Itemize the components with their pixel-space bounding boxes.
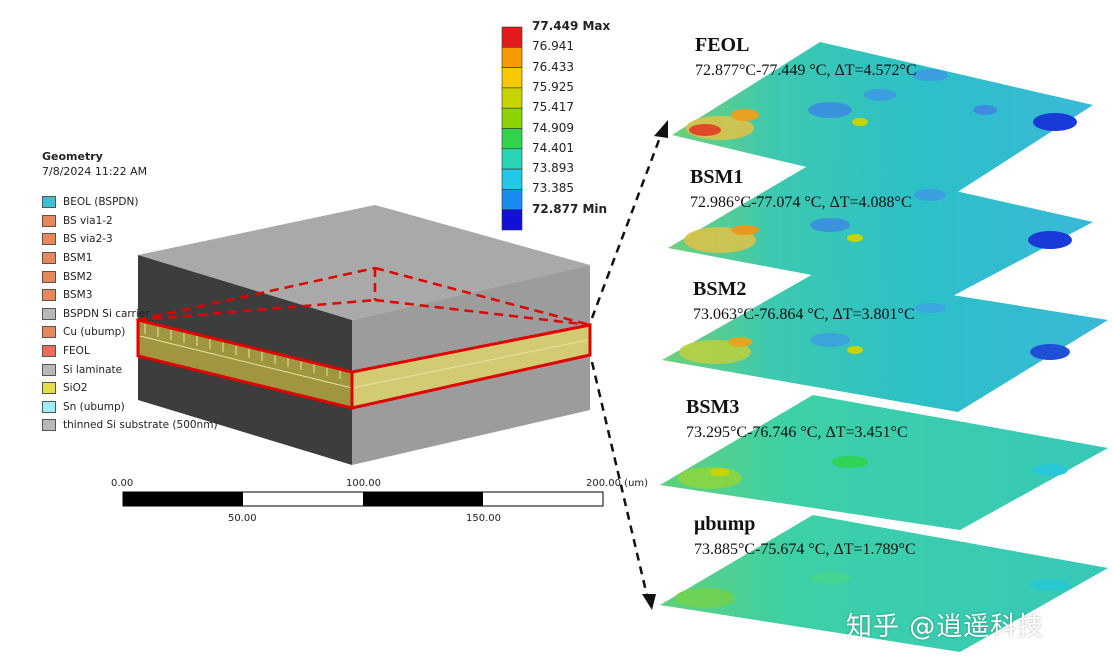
colorbar-segment [501, 128, 523, 150]
scale-label-200: 200.00 (um) [586, 478, 649, 489]
map-feol [672, 42, 1093, 200]
layer-range-bsm3: 73.295°C-76.746 °C, ΔT=3.451°C [686, 424, 908, 441]
legend-label: SiO2 [63, 382, 88, 395]
geometry-title: Geometry [42, 150, 103, 163]
legend-label: BS via2-3 [63, 233, 113, 246]
legend-item: Cu (ubump) [42, 323, 218, 342]
legend-label: Cu (ubump) [63, 326, 126, 339]
scale-label-50: 50.00 [228, 513, 257, 524]
colorbar-tick-label: 75.925 [532, 79, 574, 94]
materials-legend: BEOL (BSPDN) BS via1-2 BS via2-3 BSM1 BSM2 BS… [42, 193, 218, 435]
legend-item: SiO2 [42, 379, 218, 398]
legend-label: thinned Si substrate (500nm) [63, 419, 218, 432]
colorbar-tick-label: 75.417 [532, 100, 574, 115]
colorbar-tick-label: 73.385 [532, 181, 574, 196]
legend-label: BSPDN Si carrier [63, 307, 150, 320]
callout-arrows [590, 131, 664, 601]
geometry-date: 7/8/2024 11:22 AM [42, 165, 148, 178]
legend-swatch [42, 363, 56, 376]
colorbar-segment [501, 46, 523, 68]
legend-swatch [42, 382, 56, 395]
legend-swatch [42, 326, 56, 339]
map-bsm2 [662, 273, 1108, 412]
legend-item: BS via1-2 [42, 212, 218, 231]
colorbar-segment [501, 67, 523, 89]
legend-item: BSM1 [42, 249, 218, 268]
map-bsm3 [660, 395, 1108, 530]
colorbar-tick-label: 73.893 [532, 161, 574, 176]
legend-label: BEOL (BSPDN) [63, 196, 139, 209]
legend-item: BSM3 [42, 286, 218, 305]
layer-maps [660, 42, 1108, 652]
watermark: 知乎 @逍遥科技 [846, 612, 1045, 642]
legend-item: BSPDN Si carrier [42, 305, 218, 324]
colorbar-max-label: 77.449 Max [532, 19, 611, 33]
legend-item: BEOL (BSPDN) [42, 193, 218, 212]
map-ubump [660, 515, 1108, 652]
layer-name-bsm2: BSM2 [693, 278, 747, 300]
colorbar-tick-label: 76.941 [532, 39, 574, 54]
legend-item: Si laminate [42, 360, 218, 379]
legend-swatch [42, 196, 56, 209]
legend-item: FEOL [42, 342, 218, 361]
legend-swatch [42, 307, 56, 320]
layer-range-feol: 72.877°C-77.449 °C, ΔT=4.572°C [695, 62, 917, 79]
colorbar-tick-label: 76.433 [532, 59, 574, 74]
layer-range-bsm2: 73.063°C-76.864 °C, ΔT=3.801°C [693, 306, 915, 323]
legend-item: BSM2 [42, 267, 218, 286]
legend-item: thinned Si substrate (500nm) [42, 416, 218, 435]
legend-swatch [42, 400, 56, 413]
layer-name-bsm1: BSM1 [690, 166, 744, 188]
colorbar-segment [501, 87, 523, 109]
colorbar-segment [501, 209, 523, 231]
legend-label: BSM3 [63, 289, 93, 302]
legend-swatch [42, 270, 56, 283]
colorbar-tick-label: 74.401 [532, 140, 574, 155]
layer-name-bsm3: BSM3 [686, 396, 740, 418]
legend-swatch [42, 233, 56, 246]
colorbar [501, 26, 523, 231]
legend-label: FEOL [63, 345, 90, 358]
legend-swatch [42, 214, 56, 227]
legend-label: Sn (ubump) [63, 400, 125, 413]
colorbar-segment [501, 26, 523, 48]
map-bsm1 [668, 160, 1093, 300]
legend-swatch [42, 289, 56, 302]
arrow-head-down [642, 594, 656, 610]
legend-item: Sn (ubump) [42, 398, 218, 417]
scale-bar [122, 491, 604, 507]
layer-range-bsm1: 72.986°C-77.074 °C, ΔT=4.088°C [690, 194, 912, 211]
scale-label-100: 100.00 [346, 478, 381, 489]
scale-label-150: 150.00 [466, 513, 501, 524]
colorbar-segment [501, 148, 523, 170]
arrow-head-up [654, 120, 668, 138]
colorbar-segment [501, 107, 523, 129]
package-3d-model [136, 205, 592, 465]
scale-label-0: 0.00 [111, 478, 134, 489]
legend-label: BSM1 [63, 252, 93, 265]
layer-range-ubump: 73.885°C-75.674 °C, ΔT=1.789°C [694, 541, 916, 558]
legend-label: BS via1-2 [63, 214, 113, 227]
legend-swatch [42, 419, 56, 432]
legend-swatch [42, 345, 56, 358]
layer-name-ubump: μbump [694, 513, 756, 535]
layer-name-feol: FEOL [695, 34, 750, 56]
colorbar-segment [501, 168, 523, 190]
legend-label: BSM2 [63, 270, 93, 283]
legend-item: BS via2-3 [42, 230, 218, 249]
colorbar-segment [501, 189, 523, 210]
colorbar-tick-label: 74.909 [532, 120, 574, 135]
colorbar-min-label: 72.877 Min [532, 201, 608, 216]
legend-label: Si laminate [63, 363, 123, 376]
legend-swatch [42, 252, 56, 265]
